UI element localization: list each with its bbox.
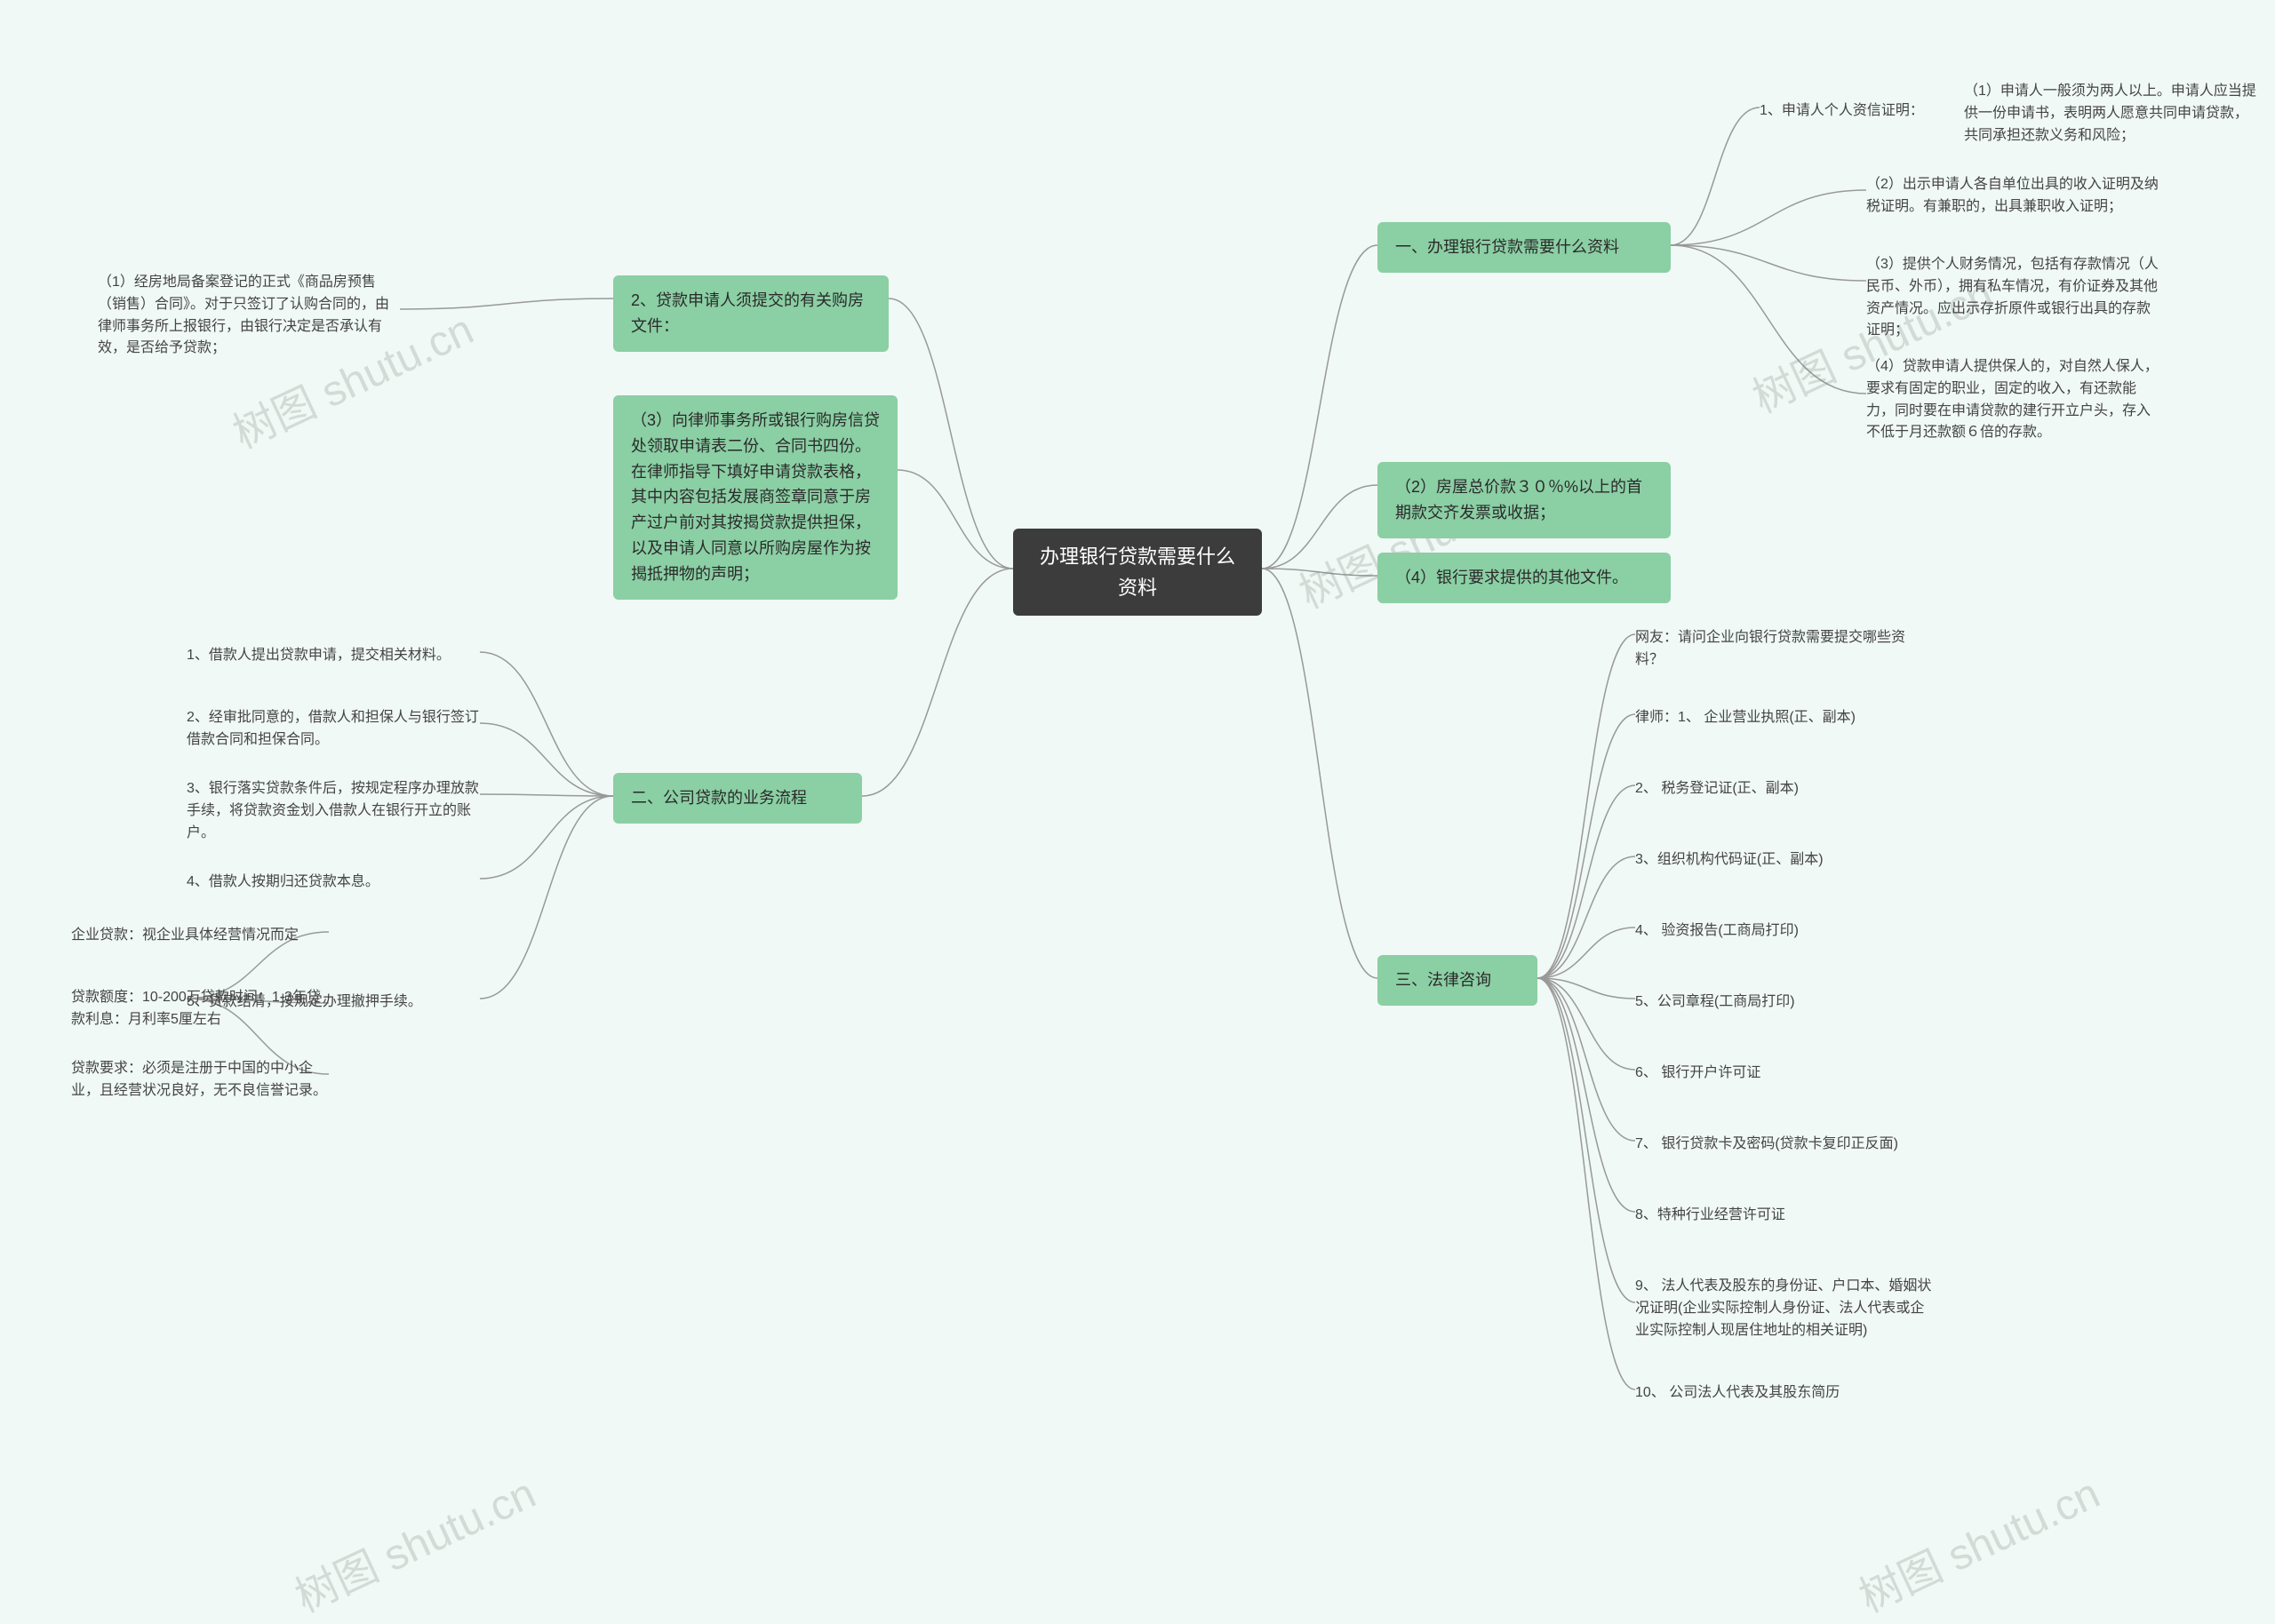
- branch-left-2: 二、公司贷款的业务流程: [613, 773, 862, 824]
- leaf-left-2-4-1: 贷款额度：10-200万贷款时间：1-3年贷款利息：月利率5厘左右: [71, 982, 329, 1037]
- connector: [1537, 978, 1635, 1070]
- connector: [1262, 485, 1377, 569]
- connector: [1671, 245, 1866, 281]
- leaf-right-3-0: 网友：请问企业向银行贷款需要提交哪些资料？: [1635, 622, 1928, 677]
- branch-left-1: （3）向律师事务所或银行购房信贷处领取申请表二份、合同书四份。在律师指导下填好申…: [613, 395, 898, 600]
- branch-right-1: （2）房屋总价款３０％%以上的首期款交齐发票或收据；: [1377, 462, 1671, 538]
- connector: [1537, 978, 1635, 1389]
- connector: [1537, 978, 1635, 1302]
- connector: [898, 470, 1013, 569]
- leaf-right-3-9: 9、 法人代表及股东的身份证、户口本、婚姻状况证明(企业实际控制人身份证、法人代…: [1635, 1270, 1937, 1347]
- leaf-right-3-3: 3、组织机构代码证(正、副本): [1635, 844, 1928, 877]
- root-node: 办理银行贷款需要什么资料: [1013, 529, 1262, 616]
- branch-right-0: 一、办理银行贷款需要什么资料: [1377, 222, 1671, 273]
- connector: [1537, 856, 1635, 978]
- leaf-left-2-1: 2、经审批同意的，借款人和担保人与银行签订借款合同和担保合同。: [187, 702, 480, 757]
- leaf-left-2-2: 3、银行落实贷款条件后，按规定程序办理放款手续，将贷款资金划入借款人在银行开立的…: [187, 773, 480, 849]
- connector: [1537, 927, 1635, 978]
- branch-left-0: 2、贷款申请人须提交的有关购房文件：: [613, 275, 889, 352]
- leaf-right-0-2: （3）提供个人财务情况，包括有存款情况（人民币、外币），拥有私车情况，有价证券及…: [1866, 249, 2159, 347]
- connector: [889, 299, 1013, 569]
- leaf-right-3-4: 4、 验资报告(工商局打印): [1635, 915, 1928, 948]
- leaf-right-3-1: 律师：1、 企业营业执照(正、副本): [1635, 702, 1928, 735]
- branch-right-3: 三、法律咨询: [1377, 955, 1537, 1006]
- leaf-right-3-8: 8、特种行业经营许可证: [1635, 1199, 1928, 1232]
- watermark: 树图 shutu.cn: [283, 1459, 544, 1624]
- connector: [1262, 569, 1377, 978]
- connector: [400, 299, 613, 309]
- connector: [1537, 978, 1635, 999]
- connector: [480, 796, 613, 999]
- connector: [1537, 978, 1635, 1212]
- connector: [1671, 107, 1760, 245]
- leaf-left-2-0: 1、借款人提出贷款申请，提交相关材料。: [187, 640, 480, 673]
- connector: [1537, 978, 1635, 1141]
- connector: [1671, 190, 1866, 245]
- connector: [480, 794, 613, 796]
- connector: [862, 569, 1013, 796]
- connector: [1537, 634, 1635, 978]
- leaf-right-0-0: 1、申请人个人资信证明：: [1760, 95, 1964, 128]
- connector: [1262, 245, 1377, 569]
- watermark: 树图 shutu.cn: [1848, 1459, 2108, 1624]
- connector: [480, 723, 613, 796]
- leaf-right-3-5: 5、公司章程(工商局打印): [1635, 986, 1928, 1019]
- leaf-left-2-4-0: 企业贷款：视企业具体经营情况而定: [71, 919, 329, 952]
- connector: [480, 652, 613, 796]
- leaf-right-0-3: （4）贷款申请人提供保人的，对自然人保人，要求有固定的职业，固定的收入，有还款能…: [1866, 351, 2159, 450]
- leaf-right-3-10: 10、 公司法人代表及其股东简历: [1635, 1377, 1928, 1410]
- leaf-right-3-2: 2、 税务登记证(正、副本): [1635, 773, 1928, 806]
- leaf-left-2-4-2: 贷款要求：必须是注册于中国的中小企业，且经营状况良好，无不良信誉记录。: [71, 1053, 329, 1108]
- leaf-right-0-1: （2）出示申请人各自单位出具的收入证明及纳税证明。有兼职的，出具兼职收入证明；: [1866, 169, 2159, 224]
- connector: [1537, 785, 1635, 978]
- connector: [1671, 245, 1866, 394]
- leaf-left-0-0: （1）经房地局备案登记的正式《商品房预售（销售）合同》。对于只签订了认购合同的，…: [98, 267, 400, 365]
- leaf-right-0-0-0: （1）申请人一般须为两人以上。申请人应当提供一份申请书，表明两人愿意共同申请贷款…: [1964, 76, 2257, 152]
- connector: [1262, 569, 1377, 576]
- leaf-right-3-6: 6、 银行开户许可证: [1635, 1057, 1928, 1090]
- leaf-left-2-3: 4、借款人按期归还贷款本息。: [187, 866, 480, 899]
- leaf-right-3-7: 7、 银行贷款卡及密码(贷款卡复印正反面): [1635, 1128, 1928, 1161]
- connector: [1537, 714, 1635, 978]
- branch-right-2: （4）银行要求提供的其他文件。: [1377, 553, 1671, 603]
- connector: [480, 796, 613, 879]
